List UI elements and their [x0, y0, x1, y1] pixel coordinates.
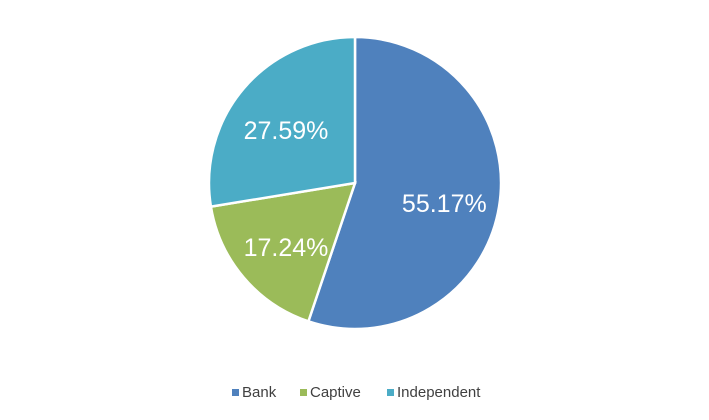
- value-label: 27.59%: [244, 117, 329, 145]
- legend-label: Bank: [242, 384, 277, 401]
- pie-slice: [306, 35, 503, 331]
- legend-label: Independent: [397, 384, 481, 401]
- legend-swatch: [232, 389, 239, 396]
- pie-slice: [207, 35, 357, 209]
- value-label: 17.24%: [244, 234, 329, 262]
- value-label: 55.17%: [402, 190, 487, 218]
- legend-label: Captive: [310, 384, 361, 401]
- legend-swatch: [300, 389, 307, 396]
- pie-slice: [209, 181, 357, 323]
- legend-swatch: [387, 389, 394, 396]
